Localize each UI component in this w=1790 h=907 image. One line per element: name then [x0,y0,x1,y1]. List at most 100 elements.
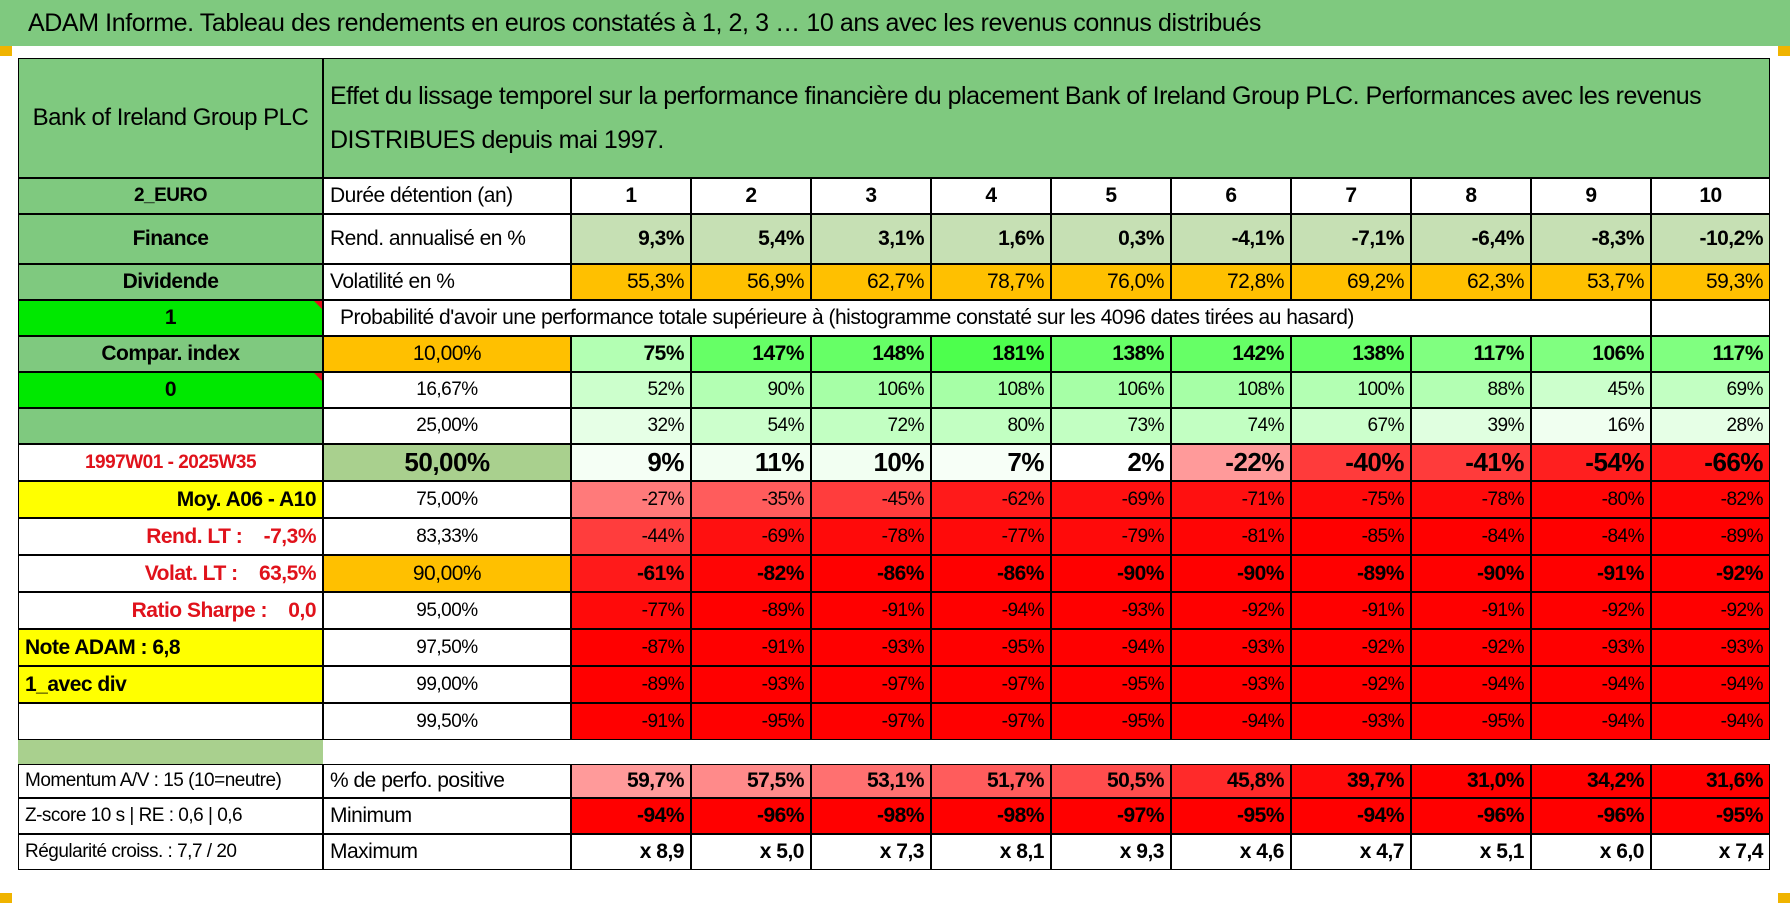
probability-value: -69% [1051,481,1171,518]
probability-value: -94% [1051,629,1171,666]
maximum-value: x 4,6 [1171,834,1291,870]
year-header: 5 [1051,178,1171,214]
probability-value: -78% [811,518,931,555]
probability-value: 106% [811,372,931,408]
probability-value: -82% [691,555,811,592]
probability-value: -89% [1291,555,1411,592]
compar-index-label: Compar. index [18,336,323,372]
zscore-label: Z-score 10 s | RE : 0,6 | 0,6 [18,798,323,834]
probability-value: 52% [571,372,691,408]
rend-label: Rend. annualisé en % [323,214,571,264]
probability-value: -94% [1531,666,1651,703]
probability-value: -84% [1411,518,1531,555]
probability-value: 142% [1171,336,1291,372]
probability-value: -69% [691,518,811,555]
rend-value: 0,3% [1051,214,1171,264]
minimum-value: -95% [1171,798,1291,834]
minimum-value: -96% [1411,798,1531,834]
probability-value: -91% [571,703,691,740]
corner-mark [0,46,12,56]
maximum-value: x 6,0 [1531,834,1651,870]
comment-indicator [314,301,322,309]
year-header: 4 [931,178,1051,214]
probability-value: -94% [1411,666,1531,703]
minimum-value: -97% [1051,798,1171,834]
maximum-value: x 7,3 [811,834,931,870]
probability-value: 2% [1051,444,1171,481]
probability-value: 88% [1411,372,1531,408]
probability-value: -94% [1651,666,1770,703]
probability-value: -61% [571,555,691,592]
probability-value: -95% [691,703,811,740]
probability-value: -71% [1171,481,1291,518]
positive-value: 45,8% [1171,764,1291,798]
volat-lt: Volat. LT : 63,5% [18,555,323,592]
percentile-label: 16,67% [323,372,571,408]
minimum-value: -98% [811,798,931,834]
percentile-label: 95,00% [323,592,571,629]
probability-value: -93% [1291,703,1411,740]
duree-label: Durée détention (an) [323,178,571,214]
maximum-value: x 8,9 [571,834,691,870]
maximum-label: Maximum [323,834,571,870]
probability-value: -89% [691,592,811,629]
corner-mark [1778,46,1790,56]
probability-value: -77% [931,518,1051,555]
probability-value: -97% [931,703,1051,740]
rend-value: -7,1% [1291,214,1411,264]
rend-value: -6,4% [1411,214,1531,264]
probability-value: -89% [571,666,691,703]
percentile-label: 99,00% [323,666,571,703]
probability-value: -35% [691,481,811,518]
year-header: 7 [1291,178,1411,214]
volat-value: 56,9% [691,264,811,300]
positive-value: 50,5% [1051,764,1171,798]
probability-value: -94% [1651,703,1770,740]
probability-value: -93% [691,666,811,703]
probability-value: 106% [1531,336,1651,372]
percentile-label: 83,33% [323,518,571,555]
maximum-value: x 4,7 [1291,834,1411,870]
probability-value: -91% [1531,555,1651,592]
probability-value: 74% [1171,408,1291,444]
probability-value: -62% [931,481,1051,518]
probability-value: -80% [1531,481,1651,518]
probability-value: -97% [811,703,931,740]
percentile-label: 75,00% [323,481,571,518]
positive-value: 51,7% [931,764,1051,798]
value-one: 1 [18,300,323,336]
positive-value: 57,5% [691,764,811,798]
probability-value: 147% [691,336,811,372]
probability-value: 181% [931,336,1051,372]
probability-value: 108% [931,372,1051,408]
regularite-label: Régularité croiss. : 7,7 / 20 [18,834,323,870]
probability-value: -92% [1651,555,1770,592]
probability-value: -93% [1171,629,1291,666]
probability-value: -86% [931,555,1051,592]
type-label: Dividende [18,264,323,300]
positive-value: 39,7% [1291,764,1411,798]
probability-value: -90% [1411,555,1531,592]
percentile-label: 50,00% [323,444,571,481]
report-title: ADAM Informe. Tableau des rendements en … [0,0,1790,46]
minimum-value: -95% [1651,798,1770,834]
probability-value: -93% [1171,666,1291,703]
positive-value: 34,2% [1531,764,1651,798]
probability-value: -91% [1411,592,1531,629]
probability-value: -91% [811,592,931,629]
volat-value: 59,3% [1651,264,1770,300]
probability-value: 45% [1531,372,1651,408]
rend-lt: Rend. LT : -7,3% [18,518,323,555]
probability-value: -92% [1291,666,1411,703]
probability-value: -93% [1051,592,1171,629]
probability-value: -87% [571,629,691,666]
minimum-label: Minimum [323,798,571,834]
minimum-value: -96% [691,798,811,834]
company-name: Bank of Ireland Group PLC [18,58,323,178]
minimum-value: -94% [1291,798,1411,834]
probability-value: 16% [1531,408,1651,444]
positive-value: 53,1% [811,764,931,798]
empty-cell [18,703,323,740]
probability-value: 148% [811,336,931,372]
probability-value: 106% [1051,372,1171,408]
